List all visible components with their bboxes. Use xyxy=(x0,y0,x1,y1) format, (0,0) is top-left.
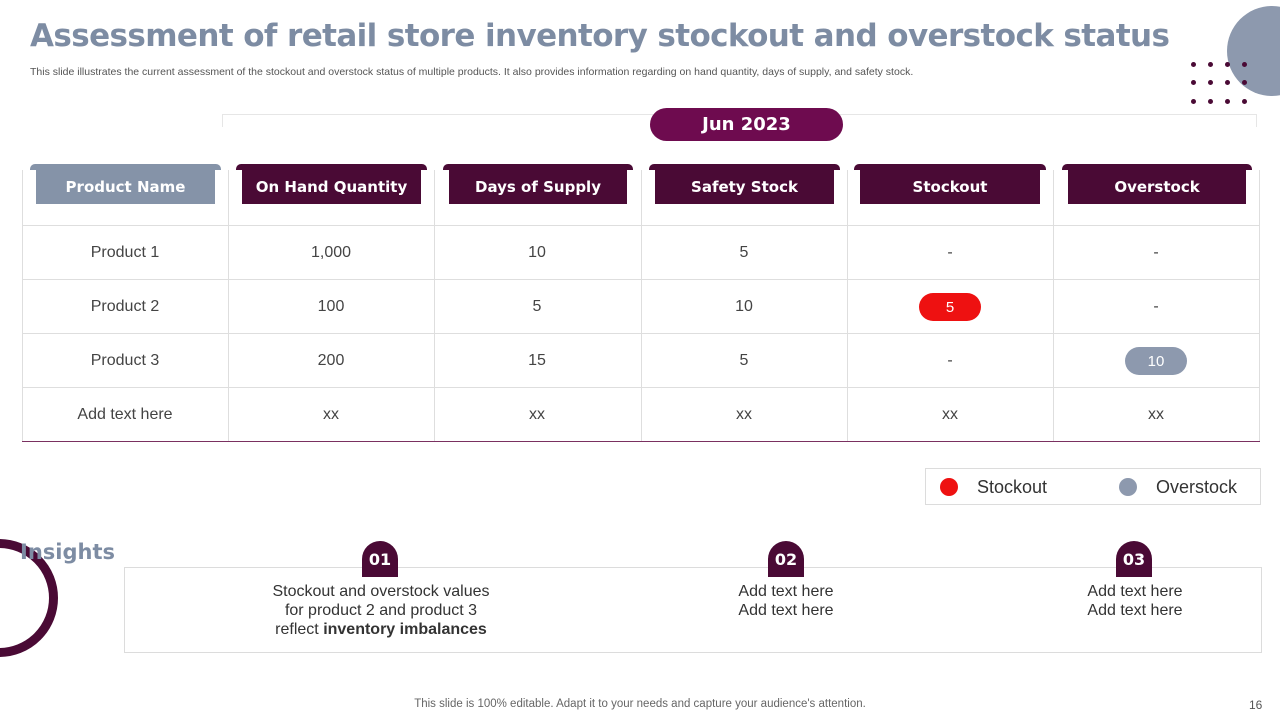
cell-days-of-supply: xx xyxy=(529,406,545,423)
row-divider xyxy=(22,387,1260,388)
column-divider xyxy=(228,170,229,442)
cell-product-name: Add text here xyxy=(77,406,173,423)
column-divider xyxy=(847,170,848,442)
decorative-dot-grid xyxy=(1191,62,1251,106)
column-divider xyxy=(1053,170,1054,442)
cell-stockout: 5 xyxy=(847,280,1053,334)
cell-safety-stock: 5 xyxy=(739,352,749,369)
cell-days-of-supply: 15 xyxy=(528,352,546,369)
period-badge: Jun 2023 xyxy=(650,108,843,141)
slide-subtitle: This slide illustrates the current asses… xyxy=(30,66,914,78)
insight-text: Stockout and overstock values for produc… xyxy=(272,583,490,638)
cell-on-hand-quantity: 200 xyxy=(317,352,345,369)
overstock-badge: 10 xyxy=(1125,347,1187,375)
cell-on-hand-quantity: 1,000 xyxy=(310,244,352,261)
insights-box xyxy=(124,567,1262,653)
header-on-hand-quantity: On Hand Quantity xyxy=(236,164,427,204)
cell-overstock: 10 xyxy=(1053,334,1259,388)
header-product-name: Product Name xyxy=(30,164,221,204)
insight-text: Add text here Add text here xyxy=(738,583,834,619)
overstock-legend-dot xyxy=(1119,478,1137,496)
insight-number-badge: 01 xyxy=(362,541,398,577)
column-divider xyxy=(434,170,435,442)
insight-number-badge: 02 xyxy=(768,541,804,577)
footer-note: This slide is 100% editable. Adapt it to… xyxy=(414,698,866,710)
cell-overstock: - xyxy=(1153,244,1159,261)
column-divider xyxy=(641,170,642,442)
stockout-legend-dot xyxy=(940,478,958,496)
cell-days-of-supply: 10 xyxy=(528,244,546,261)
cell-safety-stock: 10 xyxy=(735,298,753,315)
inventory-table: Product Name On Hand Quantity Days of Su… xyxy=(22,164,1260,442)
cell-overstock: - xyxy=(1153,298,1159,315)
header-stockout: Stockout xyxy=(854,164,1046,204)
stockout-legend-label: Stockout xyxy=(977,477,1048,497)
column-divider xyxy=(1259,170,1260,442)
insight-number-badge: 03 xyxy=(1116,541,1152,577)
insights-title: Insights xyxy=(20,540,115,564)
header-overstock: Overstock xyxy=(1062,164,1252,204)
row-divider xyxy=(22,225,1260,226)
cell-on-hand-quantity: 100 xyxy=(317,298,345,315)
stockout-badge: 5 xyxy=(919,293,981,321)
cell-overstock: xx xyxy=(1148,406,1164,423)
header-safety-stock: Safety Stock xyxy=(649,164,840,204)
cell-days-of-supply: 5 xyxy=(532,298,542,315)
cell-product-name: Product 2 xyxy=(90,298,160,315)
row-divider xyxy=(22,279,1260,280)
table-bottom-border xyxy=(22,441,1260,442)
header-days-of-supply: Days of Supply xyxy=(443,164,633,204)
row-divider xyxy=(22,333,1260,334)
slide-title: Assessment of retail store inventory sto… xyxy=(30,18,1170,54)
legend: Stockout Overstock xyxy=(925,468,1261,505)
cell-product-name: Product 3 xyxy=(90,352,160,369)
cell-product-name: Product 1 xyxy=(90,244,160,261)
cell-on-hand-quantity: xx xyxy=(323,406,339,423)
cell-stockout: - xyxy=(947,244,953,261)
column-divider xyxy=(22,170,23,442)
cell-safety-stock: 5 xyxy=(739,244,749,261)
cell-stockout: xx xyxy=(942,406,958,423)
insight-text: Add text here Add text here xyxy=(1087,583,1183,619)
cell-stockout: - xyxy=(947,352,953,369)
page-number: 16 xyxy=(1249,698,1263,712)
overstock-legend-label: Overstock xyxy=(1156,477,1238,497)
cell-safety-stock: xx xyxy=(736,406,752,423)
